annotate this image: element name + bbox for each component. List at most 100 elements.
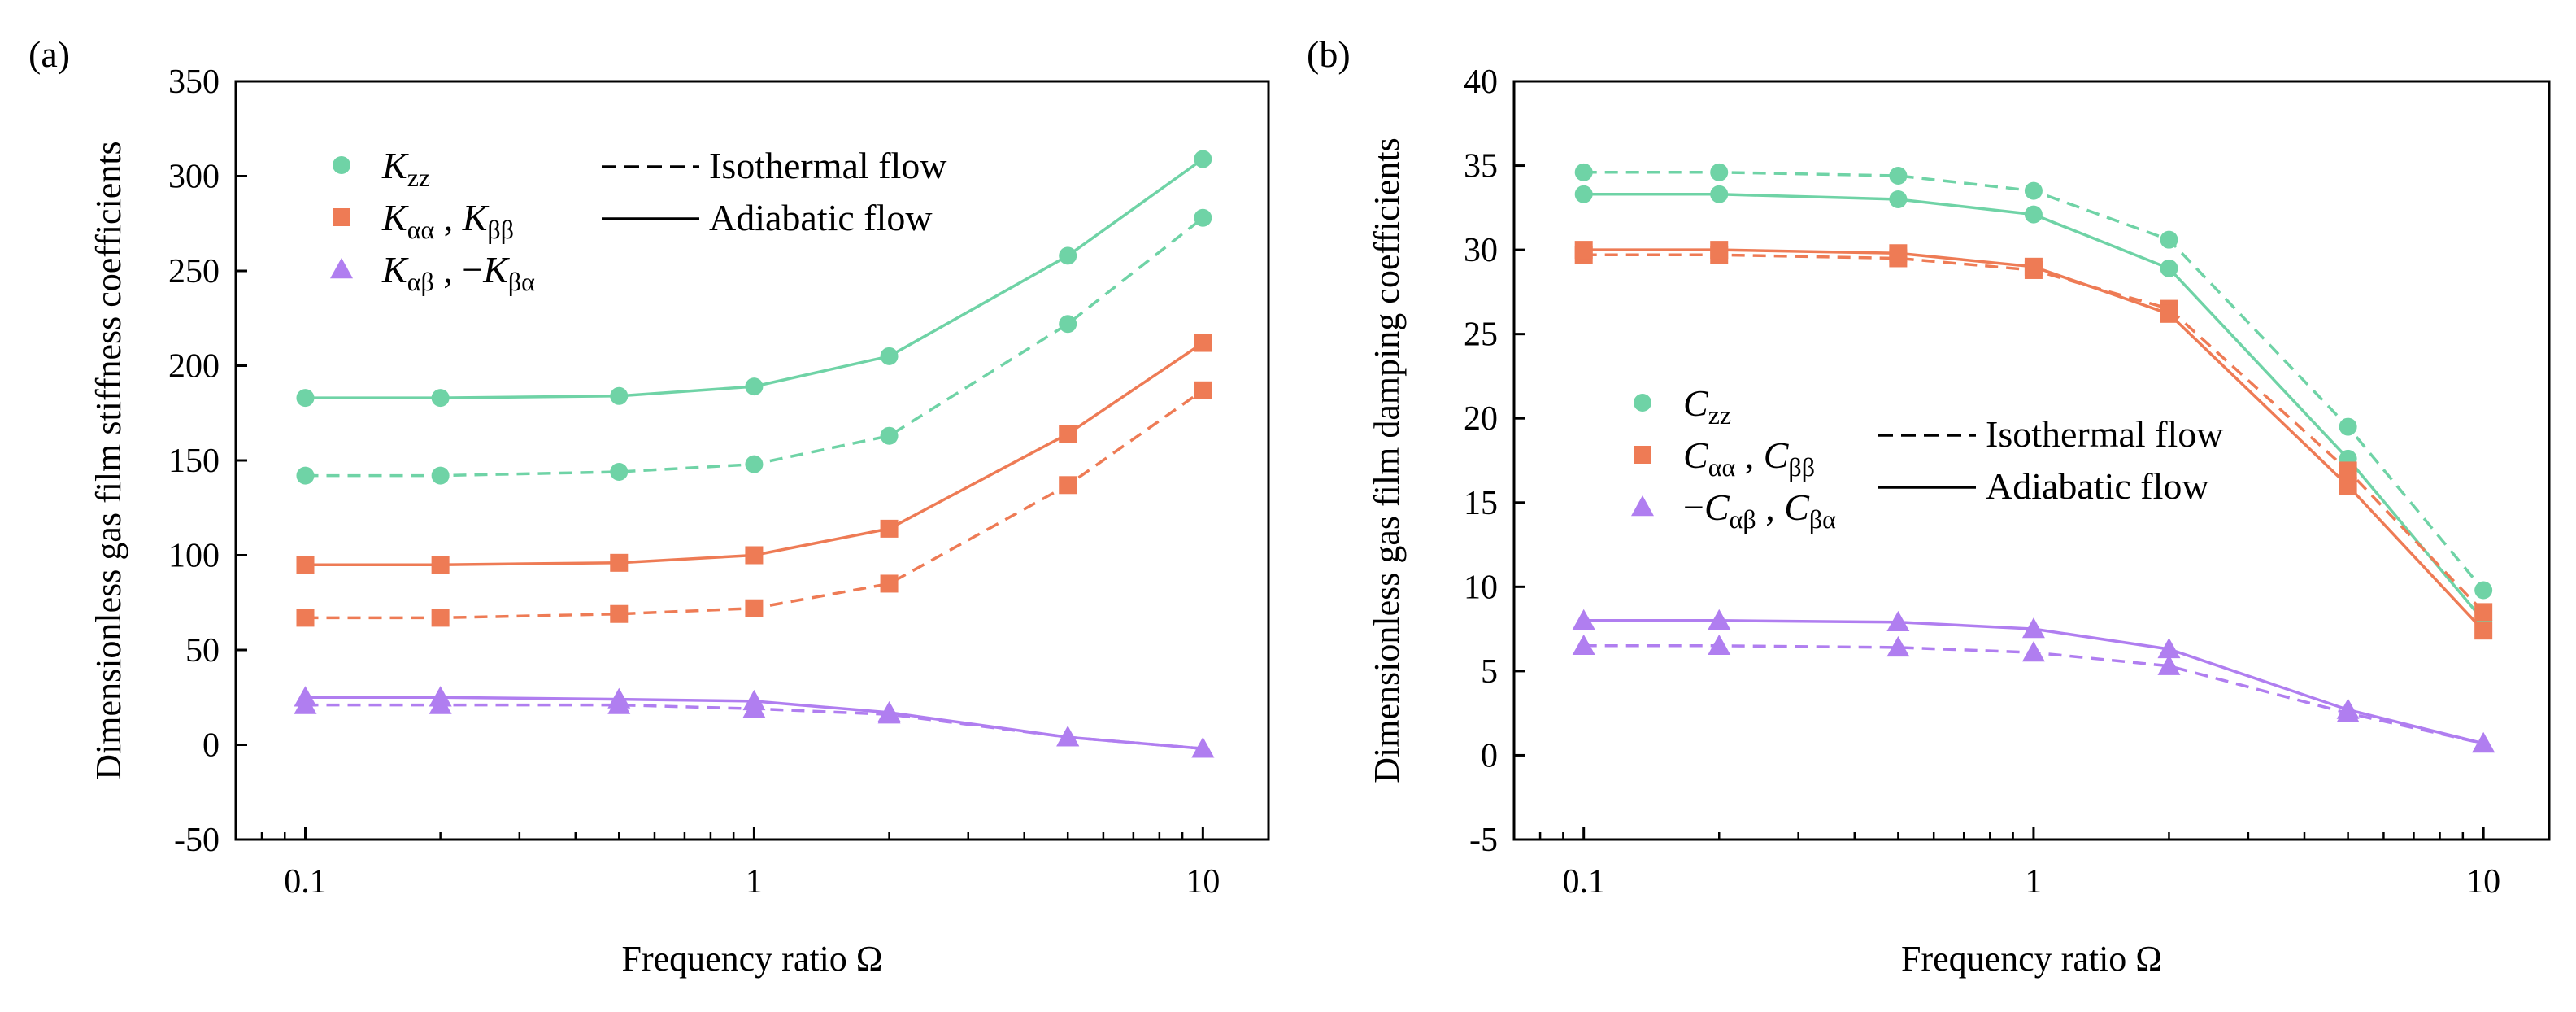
legend-marker <box>333 156 350 174</box>
data-point <box>1059 315 1077 334</box>
x-axis-title: Frequency ratio Ω <box>621 939 882 979</box>
legend-line-label: Isothermal flow <box>1986 413 2224 455</box>
series-zz-adiabatic <box>296 150 1212 408</box>
data-point <box>1059 246 1077 265</box>
series-aa-adiabatic <box>1574 241 2493 640</box>
x-tick-label: 0.1 <box>284 863 327 901</box>
legend-marker <box>1631 495 1654 517</box>
series-ab-isothermal <box>294 693 1215 758</box>
data-point <box>1886 635 1910 657</box>
legend-marker <box>1634 446 1651 464</box>
data-point <box>431 609 450 627</box>
data-point <box>1889 190 1908 208</box>
data-point <box>745 546 764 565</box>
y-tick-label: 150 <box>168 443 220 480</box>
data-point <box>429 693 452 714</box>
y-tick-label: 0 <box>1481 737 1498 774</box>
data-point <box>1889 166 1908 185</box>
y-tick-label: 250 <box>168 253 220 290</box>
data-point <box>2021 641 2045 662</box>
data-point <box>745 377 764 396</box>
legend-label: −Cαβ , Cβα <box>1683 486 1836 534</box>
y-axis-title: Dimensionless gas film stiffness coeffic… <box>89 141 128 779</box>
data-point <box>296 609 315 627</box>
data-point <box>2160 230 2178 249</box>
data-point <box>610 386 629 405</box>
data-point <box>2472 731 2496 753</box>
data-point <box>1572 609 1595 630</box>
series-zz-isothermal <box>296 208 1212 485</box>
data-point <box>742 697 766 718</box>
data-point <box>2157 654 2181 675</box>
data-point <box>1056 726 1080 747</box>
series-ab-adiabatic <box>1572 609 2496 753</box>
series-ab-isothermal <box>1572 634 2496 753</box>
data-point <box>2021 617 2045 639</box>
data-point <box>2339 461 2357 480</box>
x-tick-label: 0.1 <box>1562 863 1605 901</box>
y-tick-label: 0 <box>202 727 220 765</box>
data-point <box>294 693 317 714</box>
x-tick-label: 10 <box>2466 863 2500 901</box>
y-tick-label: 5 <box>1481 653 1498 691</box>
y-tick-label: 30 <box>1464 232 1498 269</box>
data-point <box>1059 476 1077 495</box>
y-tick-label: 100 <box>168 538 220 575</box>
x-tick-label: 1 <box>746 863 763 901</box>
series-aa-isothermal <box>296 381 1212 627</box>
data-point <box>1574 163 1593 181</box>
series-ab-adiabatic <box>294 686 1215 758</box>
data-point <box>431 556 450 574</box>
legend-marker <box>333 208 350 226</box>
y-tick-label: 15 <box>1464 485 1498 522</box>
legend: Kzz Kαα , Kββ Kαβ , −Kβα Isothermal flow Adi… <box>330 145 947 296</box>
data-point <box>1708 634 1731 656</box>
data-point <box>880 347 899 365</box>
data-point <box>1574 185 1593 203</box>
y-tick-label: 35 <box>1464 148 1498 185</box>
data-point <box>1710 163 1729 181</box>
legend-label: Kαα , Kββ <box>381 197 514 244</box>
x-tick-label: 1 <box>2025 863 2042 901</box>
data-point <box>745 455 764 473</box>
y-tick-label: 10 <box>1464 569 1498 606</box>
series-zz-isothermal <box>1574 163 2493 600</box>
series-aa-adiabatic <box>296 334 1212 574</box>
y-tick-label: 20 <box>1464 400 1498 438</box>
legend-label: Kzz <box>381 145 430 192</box>
y-tick-label: -5 <box>1469 822 1498 859</box>
legend-line-label: Isothermal flow <box>709 145 947 186</box>
data-point <box>2336 701 2360 722</box>
data-point <box>1191 737 1215 758</box>
data-point <box>2474 581 2493 600</box>
data-point <box>877 703 901 724</box>
data-point <box>610 462 629 481</box>
data-point <box>2474 622 2493 640</box>
data-point <box>1710 185 1729 203</box>
y-axis-title: Dimensionless gas film damping coefficie… <box>1367 137 1407 783</box>
panel-label: (b) <box>1307 33 1351 75</box>
legend-label: Cαα , Cββ <box>1683 434 1815 482</box>
chart-panel-b: -5 0 5 10 15 20 25 30 35 40 0.1 1 10 Frequency ratio … <box>1307 33 2551 979</box>
data-point <box>880 519 899 538</box>
data-point <box>1710 241 1729 260</box>
data-point <box>1059 425 1077 443</box>
panel-label: (a) <box>28 33 70 75</box>
series-line <box>305 389 1204 620</box>
series-line <box>305 342 1204 566</box>
data-point <box>1194 334 1212 352</box>
data-point <box>1889 244 1908 263</box>
data-point <box>296 556 315 574</box>
data-point <box>880 426 899 445</box>
x-axis-title: Frequency ratio Ω <box>1901 939 2162 979</box>
data-point <box>1574 241 1593 260</box>
data-point <box>2339 417 2357 436</box>
data-point <box>880 574 899 593</box>
y-tick-label: 50 <box>185 632 220 670</box>
data-point <box>2157 637 2181 659</box>
legend-label: Kαβ , −Kβα <box>381 249 535 296</box>
data-point <box>2339 477 2357 495</box>
y-tick-label: 350 <box>168 63 220 101</box>
